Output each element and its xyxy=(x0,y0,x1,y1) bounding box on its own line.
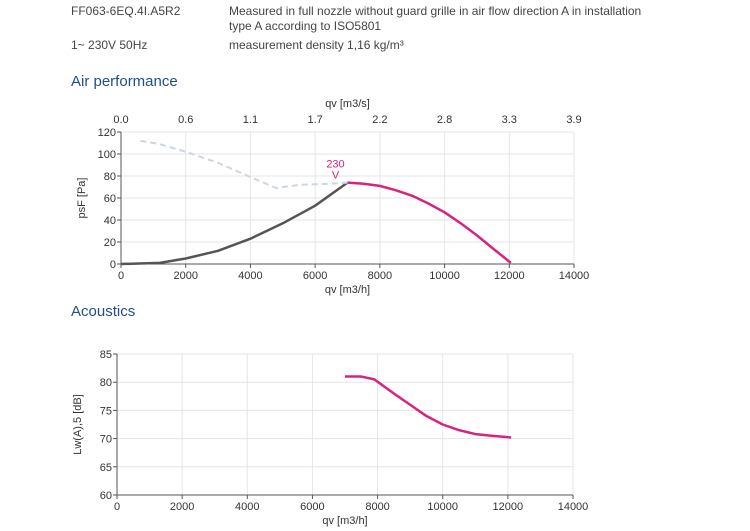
y-tick-label: 20 xyxy=(104,237,116,249)
y-tick-label: 80 xyxy=(104,171,116,183)
air-performance-heading: Air performance xyxy=(71,73,178,90)
power-label: 1~ 230V 50Hz xyxy=(71,38,148,52)
curve-label-230: 230 xyxy=(326,159,344,171)
series-230-v xyxy=(347,181,512,264)
x2-tick-label: 2.8 xyxy=(437,114,452,126)
x-tick-label: 0 xyxy=(114,501,120,513)
y-axis-label: psF [Pa] xyxy=(76,178,88,219)
x-tick-label: 6000 xyxy=(300,501,324,513)
x2-axis-label: qv [m3/s] xyxy=(325,98,370,110)
y-tick-label: 0 xyxy=(110,259,116,271)
y-tick-label: 70 xyxy=(100,434,112,446)
curve-label-v: V xyxy=(332,170,340,182)
series-limit xyxy=(140,139,348,190)
x-tick-label: 14000 xyxy=(559,270,590,282)
y-tick-label: 85 xyxy=(100,349,112,361)
x-tick-label: 4000 xyxy=(238,270,262,282)
x2-tick-label: 2.2 xyxy=(372,114,387,126)
y-tick-label: 40 xyxy=(104,215,116,227)
model-label: FF063-6EQ.4I.A5R2 xyxy=(71,4,181,18)
x-tick-label: 12000 xyxy=(493,501,524,513)
density-label: measurement density 1,16 kg/m³ xyxy=(229,38,404,52)
acoustics-heading: Acoustics xyxy=(71,303,136,320)
y-tick-label: 75 xyxy=(100,405,112,417)
x2-tick-label: 3.9 xyxy=(566,114,581,126)
desc-line2: type A according to ISO5801 xyxy=(229,19,382,33)
y-tick-label: 65 xyxy=(100,462,112,474)
x-tick-label: 10000 xyxy=(427,501,458,513)
x2-tick-label: 0.6 xyxy=(178,114,193,126)
x-tick-label: 2000 xyxy=(173,270,197,282)
x-axis-label: qv [m3/h] xyxy=(325,284,370,296)
y-tick-label: 100 xyxy=(98,149,116,161)
y-tick-label: 60 xyxy=(100,490,112,502)
x-tick-label: 12000 xyxy=(494,270,525,282)
y-axis-label: Lw(A),5 [dB] xyxy=(72,394,84,455)
x-tick-label: 8000 xyxy=(365,501,389,513)
x-tick-label: 10000 xyxy=(429,270,460,282)
y-tick-label: 120 xyxy=(98,127,116,139)
series-230-v xyxy=(345,375,512,439)
x-tick-label: 6000 xyxy=(303,270,327,282)
x-tick-label: 4000 xyxy=(235,501,259,513)
y-tick-label: 60 xyxy=(104,193,116,205)
x-axis-label: qv [m3/h] xyxy=(322,515,367,527)
x-tick-label: 0 xyxy=(118,270,124,282)
x-tick-label: 14000 xyxy=(558,501,589,513)
x-tick-label: 2000 xyxy=(170,501,194,513)
x2-tick-label: 1.1 xyxy=(243,114,258,126)
x-tick-label: 8000 xyxy=(368,270,392,282)
y-tick-label: 80 xyxy=(100,377,112,389)
x2-tick-label: 3.3 xyxy=(502,114,517,126)
x2-tick-label: 1.7 xyxy=(307,114,322,126)
x2-tick-label: 0.0 xyxy=(113,114,128,126)
series-system xyxy=(120,181,349,266)
desc-line1: Measured in full nozzle without guard gr… xyxy=(229,4,642,18)
